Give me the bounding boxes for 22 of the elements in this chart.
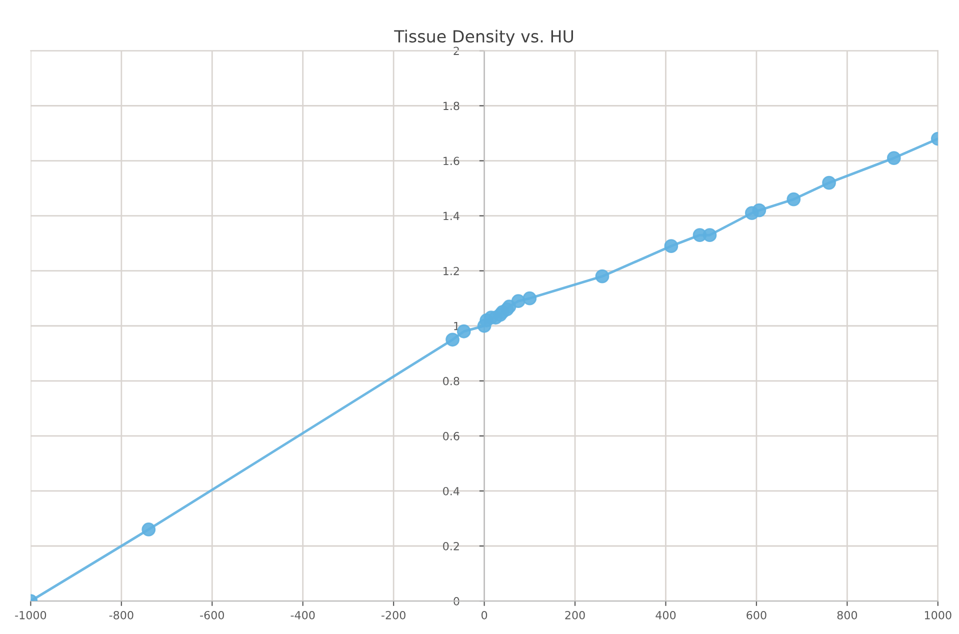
chart-title: Tissue Density vs. HU [394,30,573,46]
y-tick-label: 0.2 [443,542,459,550]
y-tick-label: 0.6 [443,432,460,440]
y-tick-label: 1.2 [444,266,459,276]
y-tick-label: 2 [454,46,459,55]
y-tick-label: 1 [454,322,459,330]
x-tick-label: 800 [837,610,858,620]
x-tick-label: 0 [481,610,488,620]
y-tick-label: 1.6 [444,156,460,166]
x-tick-label: -400 [290,610,315,620]
x-tick-label: 1000 [924,610,952,620]
x-tick-label: 200 [565,610,585,620]
x-tick-label: -200 [382,610,406,620]
x-tick-label: -600 [200,610,224,620]
y-tick-label: 1.4 [444,212,460,220]
x-tick-label: 400 [656,610,676,620]
y-tick-label: 1.8 [444,102,460,110]
y-tick-label: 0.4 [443,486,460,496]
x-tick-label: 600 [746,610,766,620]
x-tick-label: -800 [109,610,134,620]
x-tick-label: -1000 [15,610,46,620]
y-tick-label: 0.8 [443,376,460,386]
